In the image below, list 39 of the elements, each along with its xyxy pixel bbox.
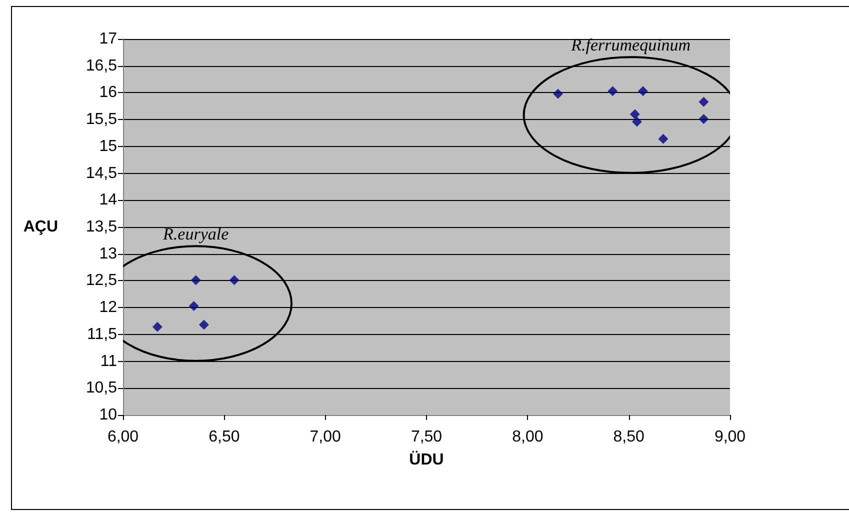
y-axis-title: AÇU — [23, 218, 58, 236]
x-tick-label: 7,00 — [310, 428, 342, 446]
point — [152, 322, 162, 332]
annotation: R.euryale — [162, 224, 230, 244]
point — [229, 275, 240, 286]
y-tick-label: 12 — [99, 299, 118, 316]
point — [190, 275, 201, 286]
point — [188, 300, 199, 311]
y-tick-label: 16 — [99, 84, 118, 102]
y-tick-label: 11,5 — [87, 326, 118, 343]
x-tick-label: 7,50 — [410, 428, 442, 446]
y-tick-label: 12,5 — [86, 272, 118, 290]
point — [632, 116, 642, 127]
x-axis-title: ÜDU — [409, 450, 444, 468]
point — [698, 96, 709, 107]
x-tick-label: 8,00 — [512, 428, 544, 446]
y-tick-label: 13 — [99, 245, 118, 262]
x-tick-label: 8,50 — [613, 428, 645, 446]
y-tick-label: 13,5 — [86, 218, 118, 236]
y-tick-label: 15,5 — [86, 111, 118, 128]
y-tick-label: 10,5 — [86, 380, 118, 397]
y-tick-label: 14,5 — [86, 164, 118, 182]
y-tick-label: 14 — [99, 192, 118, 209]
x-tick-label: 9,00 — [714, 428, 746, 446]
point — [198, 320, 209, 330]
point — [638, 86, 648, 96]
y-tick-label: 15 — [99, 138, 118, 155]
x-tick-label: 6,00 — [107, 428, 139, 446]
y-tick-label: 17 — [99, 30, 118, 48]
point — [553, 88, 564, 99]
point — [608, 86, 618, 96]
point — [630, 109, 640, 120]
point — [698, 114, 709, 124]
y-tick-label: 10 — [99, 406, 118, 424]
x-tick-label: 6,50 — [208, 428, 240, 446]
y-tick-label: 16,5 — [86, 57, 118, 74]
point — [658, 134, 668, 144]
y-tick-label: 11 — [100, 352, 118, 370]
annotation: R.ferrumequinum — [570, 36, 691, 55]
